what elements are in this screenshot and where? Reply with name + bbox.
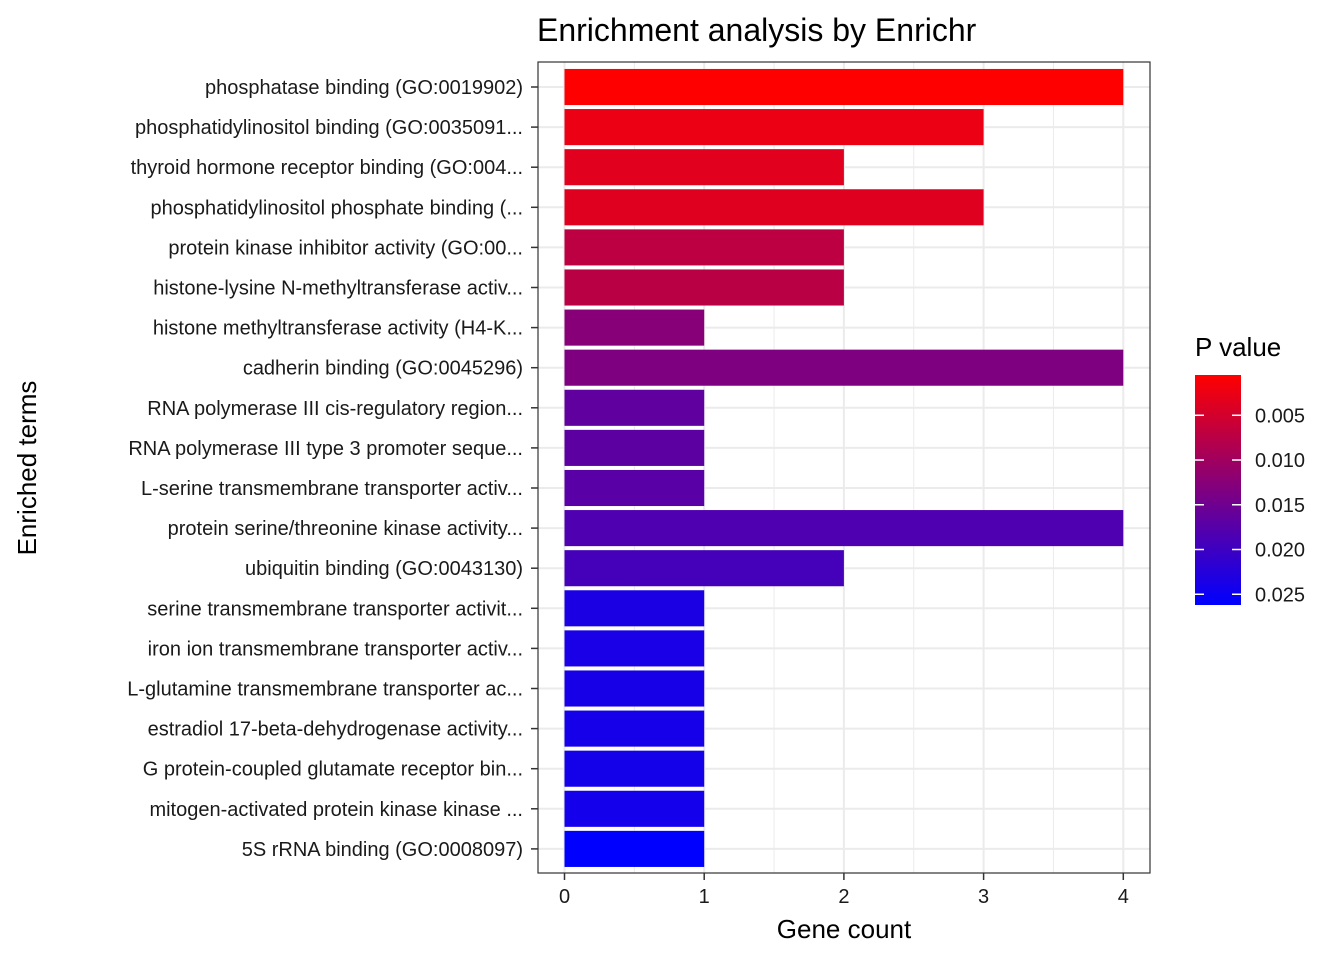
y-tick-label: mitogen-activated protein kinase kinase … xyxy=(149,799,523,821)
bar xyxy=(564,229,844,266)
bar xyxy=(564,429,705,466)
bar xyxy=(564,309,705,346)
bar xyxy=(564,469,705,507)
x-tick-label: 3 xyxy=(978,886,989,908)
y-tick-label: histone methyltransferase activity (H4-K… xyxy=(153,318,523,340)
bar xyxy=(564,109,984,146)
y-tick-label: protein serine/threonine kinase activity… xyxy=(168,518,523,540)
y-tick-label: phosphatase binding (GO:0019902) xyxy=(205,77,523,99)
bar xyxy=(564,830,705,867)
y-tick-label: G protein-coupled glutamate receptor bin… xyxy=(143,759,523,781)
bar xyxy=(564,670,705,707)
y-axis-title: Enriched terms xyxy=(12,381,42,556)
bar xyxy=(564,149,844,186)
y-tick-label: ubiquitin binding (GO:0043130) xyxy=(245,558,523,580)
bar-layer xyxy=(564,68,1124,867)
bar xyxy=(564,590,705,627)
y-tick-label: 5S rRNA binding (GO:0008097) xyxy=(242,839,523,861)
y-tick-label: estradiol 17-beta-dehydrogenase activity… xyxy=(148,719,523,741)
y-tick-label: phosphatidylinositol phosphate binding (… xyxy=(151,197,523,219)
legend-title: P value xyxy=(1195,332,1281,362)
bar xyxy=(564,389,705,426)
y-tick-label: histone-lysine N-methyltransferase activ… xyxy=(153,278,523,300)
legend-tick-label: 0.010 xyxy=(1255,450,1305,472)
chart-title: Enrichment analysis by Enrichr xyxy=(537,12,977,48)
legend-colorbar xyxy=(1195,375,1241,605)
y-tick-label: RNA polymerase III cis-regulatory region… xyxy=(147,398,523,420)
legend-ticks: 0.005 0.010 0.015 0.020 0.025 xyxy=(1195,405,1305,606)
legend-tick-label: 0.005 xyxy=(1255,405,1305,427)
x-tick-label: 0 xyxy=(559,886,570,908)
bar xyxy=(564,790,705,827)
legend-tick-label: 0.025 xyxy=(1255,584,1305,606)
y-tick-label: RNA polymerase III type 3 promoter seque… xyxy=(128,438,523,460)
bar xyxy=(564,710,705,747)
legend-tick-label: 0.020 xyxy=(1255,540,1305,562)
x-axis-ticks: 0 1 2 3 4 xyxy=(559,873,1129,908)
bar xyxy=(564,750,705,787)
y-tick-label: L-serine transmembrane transporter activ… xyxy=(141,478,523,500)
legend: P value 0.005 0.010 0.015 0.020 0.025 xyxy=(1195,332,1305,606)
bar xyxy=(564,510,1124,547)
bar xyxy=(564,269,844,306)
x-tick-label: 2 xyxy=(838,886,849,908)
x-axis-title: Gene count xyxy=(777,914,912,944)
y-axis-labels: phosphatase binding (GO:0019902) phosphat… xyxy=(127,77,538,861)
x-tick-label: 1 xyxy=(699,886,710,908)
y-tick-label: cadherin binding (GO:0045296) xyxy=(243,358,523,380)
y-tick-label: thyroid hormone receptor binding (GO:004… xyxy=(131,157,523,179)
y-tick-label: protein kinase inhibitor activity (GO:00… xyxy=(168,237,523,259)
legend-tick-label: 0.015 xyxy=(1255,495,1305,517)
x-tick-label: 4 xyxy=(1118,886,1129,908)
y-tick-label: iron ion transmembrane transporter activ… xyxy=(148,638,523,660)
y-tick-label: L-glutamine transmembrane transporter ac… xyxy=(127,679,523,701)
bar xyxy=(564,630,705,667)
y-tick-label: phosphatidylinositol binding (GO:0035091… xyxy=(135,117,523,139)
bar xyxy=(564,349,1124,386)
bar xyxy=(564,68,1124,106)
y-tick-label: serine transmembrane transporter activit… xyxy=(147,598,523,620)
bar xyxy=(564,189,984,226)
bar xyxy=(564,550,844,587)
